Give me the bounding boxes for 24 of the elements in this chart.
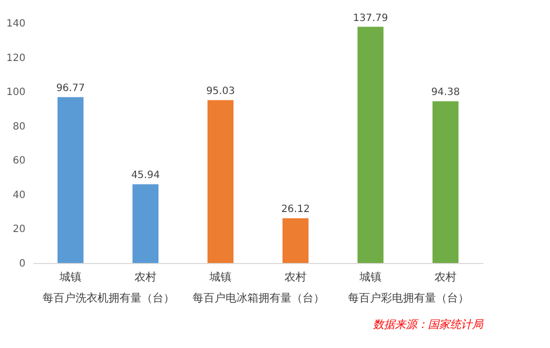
data-label: 94.38 — [431, 87, 460, 98]
x-axis-title: 每百户彩电拥有量（台） — [348, 292, 469, 304]
x-tick-label: 城镇 — [58, 270, 82, 284]
y-tick-label: 80 — [12, 121, 26, 132]
x-axis-title: 每百户洗衣机拥有量（台） — [42, 292, 174, 304]
data-label: 95.03 — [206, 86, 235, 98]
y-tick-label: 140 — [6, 18, 26, 30]
y-tick-label: 60 — [12, 156, 26, 167]
y-tick-label: 100 — [6, 87, 26, 98]
x-axis-title: 每百户电冰箱拥有量（台） — [192, 292, 324, 304]
source-note: 数据来源：国家统计局 — [373, 318, 484, 331]
x-tick-label: 城镇 — [208, 270, 232, 284]
data-label: 26.12 — [281, 204, 310, 216]
data-label: 137.79 — [353, 12, 388, 24]
x-tick-label: 城镇 — [358, 270, 382, 284]
y-tick-label: 20 — [12, 224, 26, 236]
x-tick-label: 农村 — [434, 270, 456, 284]
data-label: 96.77 — [56, 83, 85, 94]
y-tick-label: 120 — [6, 52, 26, 64]
y-tick-label: 40 — [12, 190, 26, 201]
y-tick-label: 0 — [19, 258, 26, 270]
x-tick-label: 农村 — [134, 270, 156, 284]
data-label: 45.94 — [131, 170, 160, 182]
x-tick-label: 农村 — [284, 270, 306, 284]
